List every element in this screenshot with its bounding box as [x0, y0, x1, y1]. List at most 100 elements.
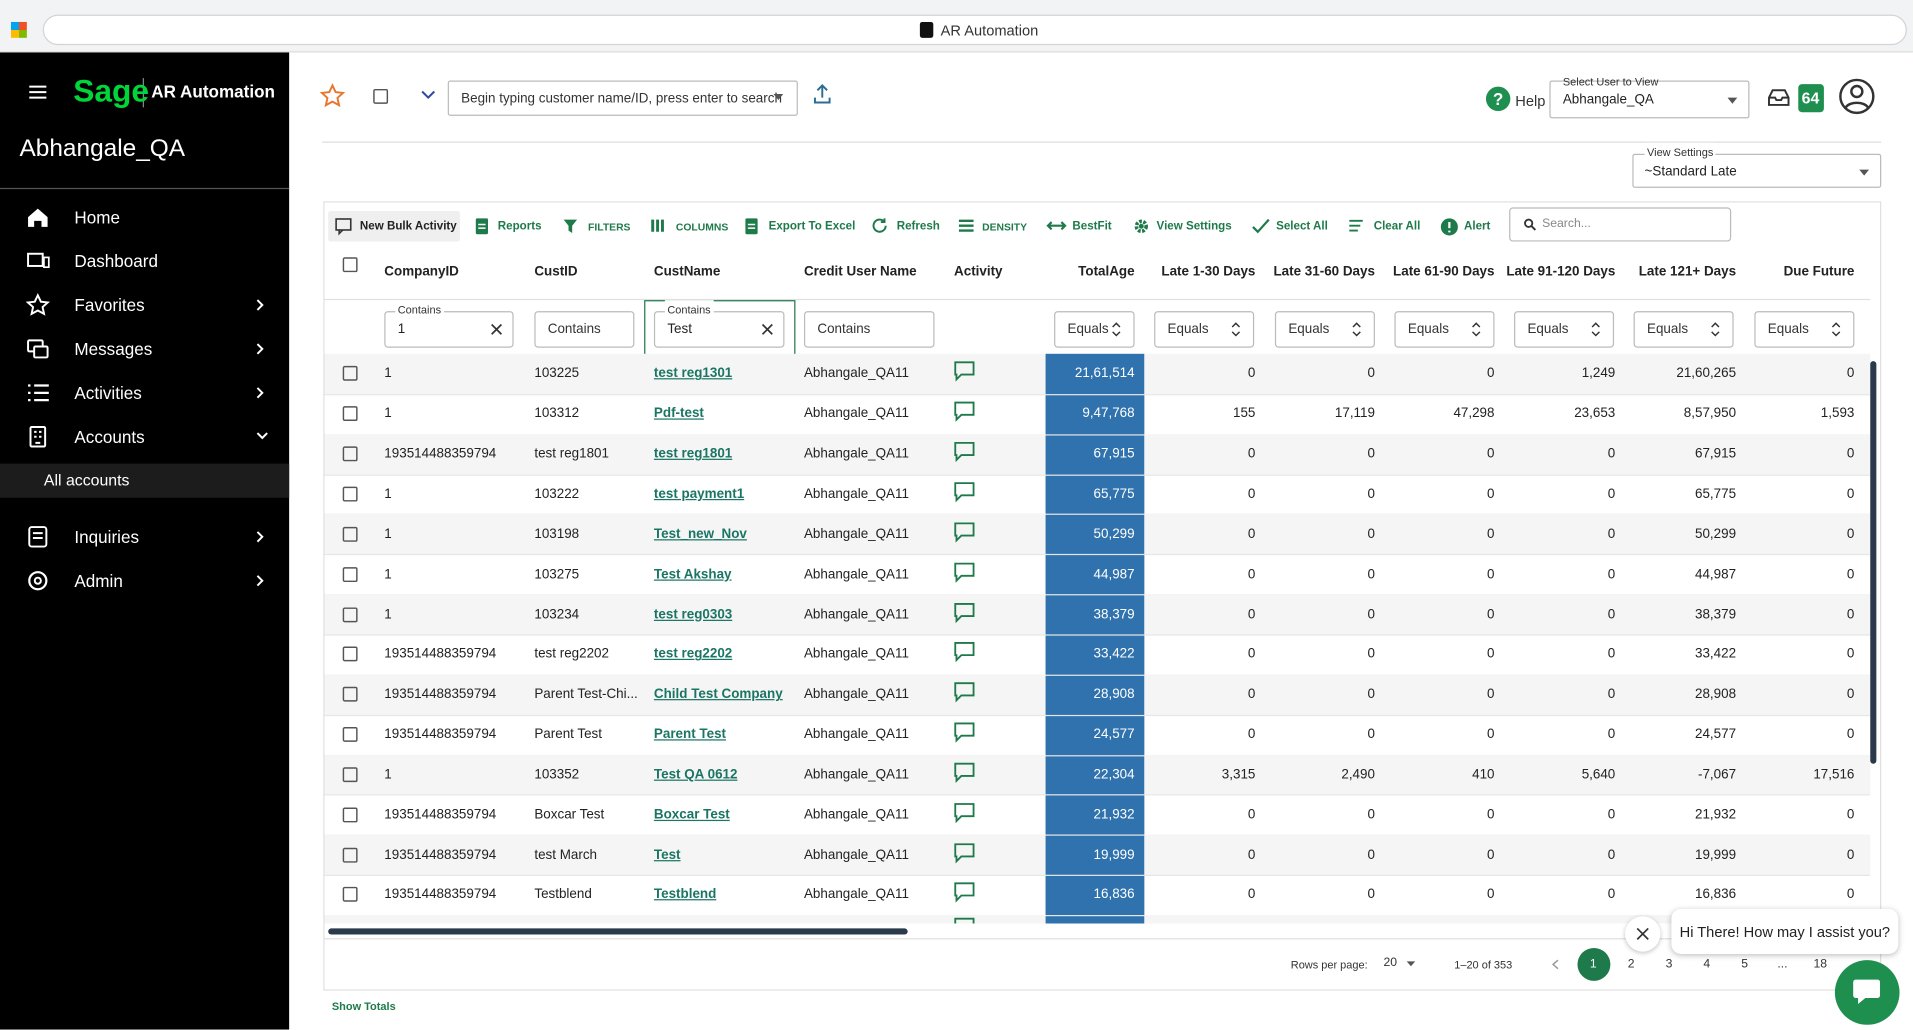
toolbar-button[interactable]: Export To Excel [768, 219, 856, 234]
sort-toggle[interactable] [1591, 322, 1601, 337]
toolbar-icon[interactable] [744, 218, 761, 235]
toolbar-icon[interactable] [563, 218, 581, 234]
toolbar-button[interactable]: COLUMNS [675, 220, 729, 234]
customer-link[interactable]: Test [653, 847, 681, 863]
toolbar-icon[interactable] [335, 218, 353, 236]
toolbar-button[interactable]: Refresh [896, 219, 940, 234]
activity-icon[interactable] [954, 802, 975, 823]
select-checkbox[interactable] [373, 88, 389, 104]
nav-item[interactable]: Inquiries [74, 527, 139, 547]
row-checkbox[interactable] [342, 606, 358, 622]
toolbar-icon[interactable] [1349, 218, 1366, 234]
filter-input[interactable] [1514, 311, 1615, 348]
customer-link[interactable]: Test QA 0612 [653, 767, 738, 782]
inbox-icon[interactable] [1768, 89, 1790, 106]
page-button[interactable]: 3 [1665, 957, 1673, 972]
customer-link[interactable]: Test_new_Nov [653, 526, 747, 542]
activity-icon[interactable] [954, 682, 975, 703]
column-header[interactable]: CustID [534, 264, 578, 280]
toolbar-icon[interactable] [872, 218, 889, 234]
activity-icon[interactable] [954, 482, 975, 503]
sort-toggle[interactable] [1710, 322, 1720, 337]
toolbar-button[interactable]: New Bulk Activity [359, 219, 457, 234]
customer-link[interactable]: Test Akshay [653, 566, 732, 582]
column-header[interactable]: CompanyID [384, 264, 459, 280]
filter-input[interactable] [1274, 311, 1375, 348]
activity-icon[interactable] [954, 442, 975, 463]
filter-input[interactable] [653, 311, 785, 348]
show-totals-link[interactable]: Show Totals [331, 1000, 396, 1013]
toolbar-button[interactable]: DENSITY [982, 220, 1028, 234]
customer-link[interactable]: test reg1801 [653, 446, 733, 462]
filter-input[interactable] [1394, 311, 1495, 348]
row-checkbox[interactable] [342, 847, 358, 863]
toolbar-icon[interactable] [1133, 218, 1150, 234]
h-scrollbar[interactable] [328, 928, 908, 935]
sort-toggle[interactable] [1471, 322, 1481, 337]
row-checkbox[interactable] [342, 687, 358, 702]
column-header[interactable]: Due Future [1783, 264, 1855, 280]
column-header[interactable]: Late 61-90 Days [1393, 264, 1495, 280]
dropdown-chevron[interactable] [421, 90, 436, 100]
page-button[interactable]: 2 [1627, 957, 1635, 972]
page-button[interactable]: 4 [1703, 957, 1711, 972]
row-checkbox[interactable] [342, 727, 358, 742]
column-header[interactable]: Late 31-60 Days [1273, 264, 1375, 280]
clear-filter[interactable] [491, 323, 503, 335]
column-header[interactable]: Credit User Name [803, 264, 917, 280]
v-scrollbar[interactable] [1870, 361, 1877, 764]
customer-link[interactable]: test reg1301 [653, 366, 733, 382]
header-checkbox[interactable] [342, 257, 358, 273]
column-header[interactable]: Late 1-30 Days [1161, 264, 1256, 280]
activity-icon[interactable] [954, 722, 975, 743]
nav-item[interactable]: Activities [74, 383, 142, 403]
rows-per-page-value[interactable]: 20 [1383, 956, 1398, 970]
toolbar-icon[interactable] [1252, 218, 1270, 234]
help-icon[interactable]: ? [1485, 86, 1511, 112]
customer-link[interactable]: Boxcar Test [653, 807, 730, 822]
column-header[interactable]: Late 121+ Days [1638, 264, 1737, 280]
toolbar-icon[interactable] [1440, 218, 1458, 236]
upload-icon[interactable] [813, 83, 831, 104]
activity-icon[interactable] [954, 642, 975, 663]
row-checkbox[interactable] [342, 767, 358, 783]
activity-icon[interactable] [954, 522, 975, 543]
nav-item[interactable]: Messages [74, 339, 153, 359]
page-button[interactable]: ... [1777, 957, 1788, 972]
customer-link[interactable]: test reg2202 [653, 647, 733, 662]
nav-item[interactable]: Favorites [74, 295, 145, 315]
address-bar[interactable] [42, 14, 1907, 46]
customer-link[interactable]: Parent Test [653, 727, 727, 742]
page-button[interactable]: 18 [1813, 957, 1828, 972]
customer-link[interactable]: Testblend [653, 887, 717, 903]
toolbar-button[interactable]: View Settings [1156, 219, 1232, 234]
column-header[interactable]: CustName [653, 264, 721, 280]
toolbar-icon[interactable] [1046, 218, 1067, 234]
nav-item[interactable]: Home [74, 207, 120, 227]
filter-input[interactable] [534, 311, 635, 348]
activity-icon[interactable] [954, 842, 975, 864]
customer-link[interactable]: Child Test Company [653, 687, 783, 702]
customer-link[interactable]: test reg0303 [653, 606, 733, 622]
filter-input[interactable] [1054, 311, 1135, 348]
prev-page[interactable] [1551, 959, 1559, 970]
toolbar-button[interactable]: BestFit [1072, 219, 1112, 234]
toolbar-button[interactable]: Reports [497, 219, 542, 234]
row-checkbox[interactable] [342, 446, 358, 462]
filter-input[interactable] [1633, 311, 1734, 348]
menu-icon[interactable] [29, 85, 47, 99]
activity-icon[interactable] [954, 562, 975, 583]
column-header[interactable]: Activity [954, 264, 1003, 280]
activity-icon[interactable] [954, 882, 975, 904]
row-checkbox[interactable] [342, 406, 358, 422]
toolbar-button[interactable]: Alert [1464, 219, 1491, 234]
activity-icon[interactable] [954, 402, 975, 423]
row-checkbox[interactable] [342, 646, 358, 662]
help-label[interactable]: Help [1515, 92, 1546, 110]
toolbar-icon[interactable] [651, 218, 668, 234]
toolbar-icon[interactable] [475, 218, 492, 235]
sort-toggle[interactable] [1831, 322, 1841, 337]
favorite-star[interactable] [319, 83, 346, 108]
filter-input[interactable] [803, 311, 935, 348]
filter-input[interactable] [1754, 311, 1855, 348]
